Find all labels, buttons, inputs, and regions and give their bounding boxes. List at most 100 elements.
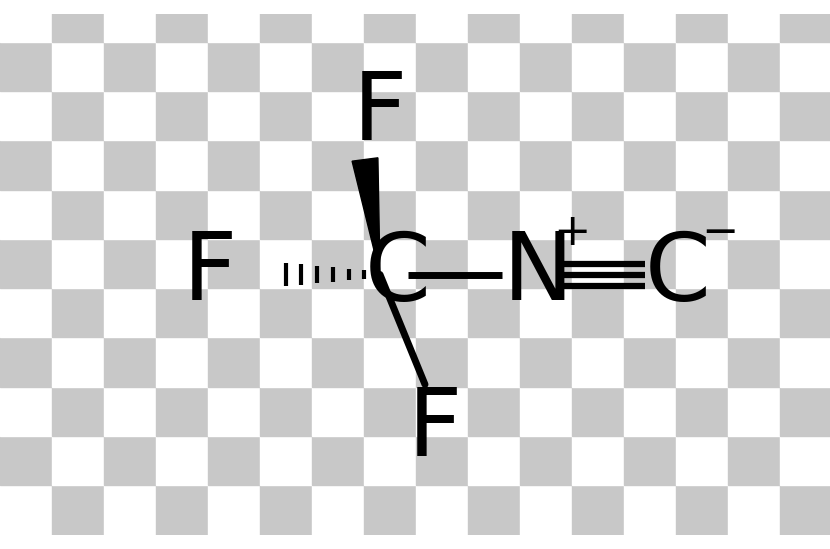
Bar	[624, 436, 676, 485]
Bar	[676, 190, 728, 239]
Bar	[104, 436, 156, 485]
Text: C: C	[365, 228, 431, 321]
Bar	[468, 239, 520, 288]
Bar	[416, 141, 468, 190]
Text: F: F	[353, 69, 408, 160]
Bar	[624, 190, 676, 239]
Bar	[52, 42, 104, 91]
Bar	[572, 386, 624, 436]
Bar	[520, 141, 572, 190]
Bar	[468, 141, 520, 190]
Bar	[208, 190, 260, 239]
Bar	[52, 141, 104, 190]
Bar	[780, 91, 830, 141]
Bar	[416, 239, 468, 288]
Text: F: F	[183, 228, 237, 321]
Bar	[156, 141, 208, 190]
Bar	[156, 239, 208, 288]
Bar	[208, 239, 260, 288]
Bar	[416, 288, 468, 338]
Bar	[468, 485, 520, 535]
Bar	[156, 42, 208, 91]
Bar	[104, 288, 156, 338]
Bar	[208, 436, 260, 485]
Bar	[728, 91, 780, 141]
Bar	[104, 91, 156, 141]
Bar	[364, 141, 416, 190]
Bar	[260, 338, 312, 386]
Text: −: −	[701, 211, 739, 254]
Bar	[468, 436, 520, 485]
Bar	[312, 91, 364, 141]
Bar	[468, 386, 520, 436]
Bar	[104, 338, 156, 386]
Bar	[156, 436, 208, 485]
Bar	[156, 288, 208, 338]
Bar	[728, 436, 780, 485]
Bar	[416, 485, 468, 535]
Bar	[208, 288, 260, 338]
Bar	[520, 42, 572, 91]
Bar	[728, 42, 780, 91]
Bar	[312, 485, 364, 535]
Bar	[0, 0, 52, 42]
Bar	[728, 141, 780, 190]
Bar	[624, 0, 676, 42]
Bar	[676, 386, 728, 436]
Bar	[572, 436, 624, 485]
Bar	[52, 338, 104, 386]
Bar	[520, 288, 572, 338]
Bar	[780, 338, 830, 386]
Bar	[208, 485, 260, 535]
Bar	[312, 190, 364, 239]
Bar	[312, 0, 364, 42]
Bar	[364, 338, 416, 386]
Bar	[520, 386, 572, 436]
Bar	[104, 141, 156, 190]
Bar	[676, 141, 728, 190]
Bar	[0, 288, 52, 338]
Bar	[52, 239, 104, 288]
Bar	[780, 386, 830, 436]
Bar	[416, 386, 468, 436]
Bar	[208, 0, 260, 42]
Bar	[624, 42, 676, 91]
Bar	[676, 338, 728, 386]
Text: F: F	[408, 384, 462, 475]
Bar	[416, 42, 468, 91]
Bar	[260, 288, 312, 338]
Bar	[156, 91, 208, 141]
Bar	[312, 239, 364, 288]
Bar	[728, 190, 780, 239]
Bar	[468, 288, 520, 338]
Bar	[676, 0, 728, 42]
Bar	[780, 288, 830, 338]
Bar	[0, 190, 52, 239]
Bar	[364, 485, 416, 535]
Bar	[780, 190, 830, 239]
Bar	[572, 190, 624, 239]
Bar	[104, 386, 156, 436]
Bar	[364, 0, 416, 42]
Bar	[260, 42, 312, 91]
Bar	[520, 436, 572, 485]
Bar	[104, 42, 156, 91]
Bar	[364, 436, 416, 485]
Bar	[676, 485, 728, 535]
Bar	[0, 338, 52, 386]
Bar	[364, 386, 416, 436]
Bar	[780, 239, 830, 288]
Bar	[728, 0, 780, 42]
Bar	[468, 91, 520, 141]
Bar	[572, 288, 624, 338]
Bar	[520, 485, 572, 535]
Bar	[416, 0, 468, 42]
Bar	[676, 288, 728, 338]
Bar	[624, 338, 676, 386]
Bar	[52, 0, 104, 42]
Text: +: +	[554, 211, 591, 254]
Bar	[728, 288, 780, 338]
Bar	[624, 239, 676, 288]
Bar	[728, 485, 780, 535]
Bar	[468, 42, 520, 91]
